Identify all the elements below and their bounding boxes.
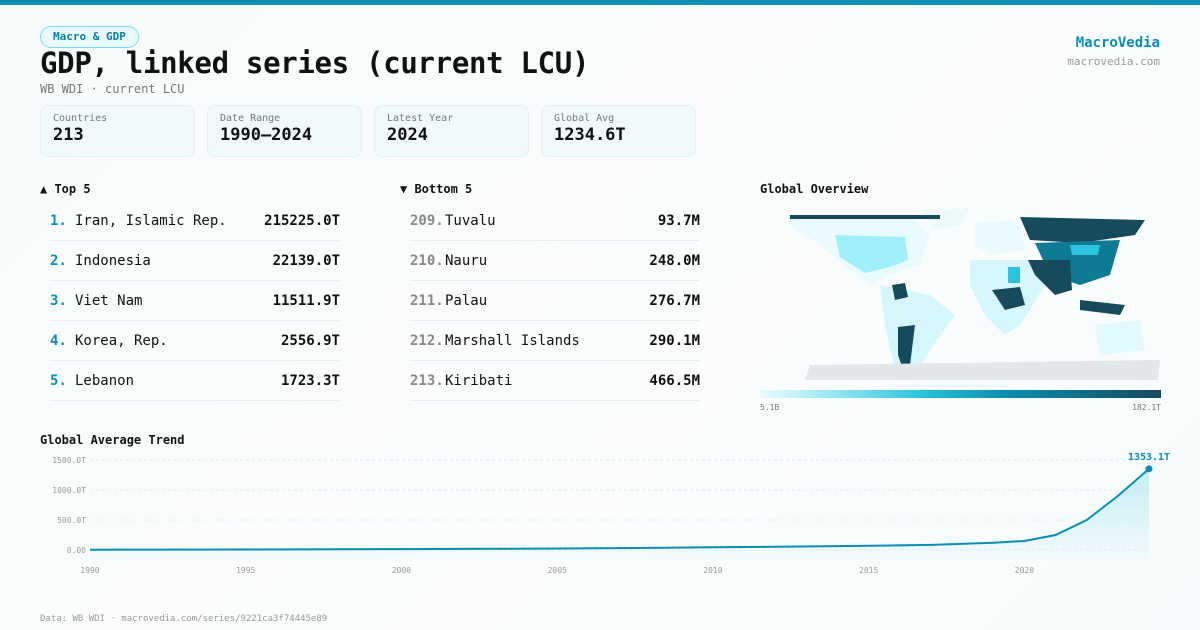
legend-max-label: 182.1T [1132,403,1161,412]
map-canada-band [790,215,940,219]
brand-logo[interactable]: MacroVedia [1075,35,1160,51]
stat-label: Countries [53,113,108,124]
map-africa-dark [992,287,1025,310]
country-value: 11511.9T [272,292,340,309]
x-tick-label: 2020 [1015,566,1034,575]
country-value: 248.0M [649,252,700,269]
bottom5-heading: ▼ Bottom 5 [400,182,473,196]
map-usa [835,235,908,273]
x-tick-label: 2015 [859,566,878,575]
ranking-row[interactable]: 212. Marshall Islands 290.1M [410,321,700,361]
ranking-row[interactable]: 3. Viet Nam 11511.9T [50,281,340,321]
top5-heading: ▲ Top 5 [40,182,91,196]
stat-value: 1234.6T [554,125,626,145]
x-tick-label: 2010 [703,566,722,575]
ranking-row[interactable]: 213. Kiribati 466.5M [410,361,700,401]
country-name: Kiribati [445,372,513,389]
world-map [790,208,1160,380]
country-value: 290.1M [649,332,700,349]
rank-number: 4. [50,332,67,349]
country-name: Palau [445,292,488,309]
x-tick-label: 2000 [392,566,411,575]
country-value: 93.7M [657,212,700,229]
latest-value-label: 1353.1T [1128,452,1170,463]
x-tick-label: 1995 [236,566,255,575]
map-color-legend [760,390,1161,398]
country-name: Viet Nam [75,292,143,309]
stat-label: Latest Year [387,113,454,124]
country-value: 276.7M [649,292,700,309]
map-colombia [892,283,908,300]
stat-card-latest-year: Latest Year 2024 [374,105,529,157]
ranking-row[interactable]: 209. Tuvalu 93.7M [410,201,700,241]
ranking-row[interactable]: 1. Iran, Islamic Rep. 215225.0T [50,201,340,241]
country-name: Marshall Islands [445,332,580,349]
map-sudan [1008,267,1020,283]
country-value: 2556.9T [280,332,340,349]
country-value: 215225.0T [264,212,340,229]
country-value: 466.5M [649,372,700,389]
rank-number: 2. [50,252,67,269]
map-antarctica [805,360,1160,380]
footer-source[interactable]: Data: WB WDI · macrovedia.com/series/922… [40,614,328,624]
country-name: Korea, Rep. [75,332,168,349]
legend-min-label: 5.1B [760,403,780,412]
stat-value: 1990–2024 [220,125,313,145]
stat-label: Date Range [220,113,281,124]
country-name: Nauru [445,252,488,269]
rank-number: 209. [410,212,444,229]
rank-number: 210. [410,252,444,269]
rank-number: 212. [410,332,444,349]
stat-card-date-range: Date Range 1990–2024 [207,105,362,157]
stat-card-countries: Countries 213 [40,105,195,157]
y-tick-label: 0.00 [67,546,86,555]
country-name: Iran, Islamic Rep. [75,212,227,229]
map-indonesia [1080,300,1125,315]
page-subtitle: WB WDI · current LCU [40,82,185,96]
map-heading: Global Overview [760,182,869,196]
rank-number: 1. [50,212,67,229]
brand-url[interactable]: macrovedia.com [1067,55,1160,68]
country-value: 1723.3T [280,372,340,389]
country-name: Lebanon [75,372,135,389]
stat-label: Global Avg [554,113,615,124]
category-badge[interactable]: Macro & GDP [40,26,139,48]
stat-value: 2024 [387,125,428,145]
page-title: GDP, linked series (current LCU) [40,46,590,80]
ranking-row[interactable]: 5. Lebanon 1723.3T [50,361,340,401]
latest-point-marker[interactable] [1145,465,1153,473]
ranking-row[interactable]: 2. Indonesia 22139.0T [50,241,340,281]
map-russia [1020,217,1145,243]
country-value: 22139.0T [272,252,340,269]
rank-number: 3. [50,292,67,309]
rank-number: 211. [410,292,444,309]
trend-heading: Global Average Trend [40,433,185,447]
stat-value: 213 [53,125,84,145]
y-tick-label: 1000.0T [52,486,86,495]
map-iran-india [1028,260,1072,295]
top-accent-bar [0,0,1200,5]
ranking-row[interactable]: 210. Nauru 248.0M [410,241,700,281]
trend-line [89,468,1150,551]
trend-area [90,468,1149,560]
y-tick-label: 1500.0T [52,456,86,465]
map-mongolia [1070,245,1100,255]
x-tick-label: 1990 [80,566,99,575]
ranking-row[interactable]: 211. Palau 276.7M [410,281,700,321]
map-europe [975,220,1025,255]
y-tick-label: 500.0T [57,516,86,525]
map-australia [1095,320,1145,355]
trend-chart: 0.00 500.0T 1000.0T 1500.0T 1990 1995 2000 2005… [52,452,1170,575]
ranking-row[interactable]: 4. Korea, Rep. 2556.9T [50,321,340,361]
rank-number: 5. [50,372,67,389]
country-name: Indonesia [75,252,151,269]
map-argentina [898,325,915,375]
rank-number: 213. [410,372,444,389]
map-greenland [920,208,970,230]
stat-card-global-avg: Global Avg 1234.6T [541,105,696,157]
country-name: Tuvalu [445,212,496,229]
x-tick-label: 2005 [548,566,567,575]
